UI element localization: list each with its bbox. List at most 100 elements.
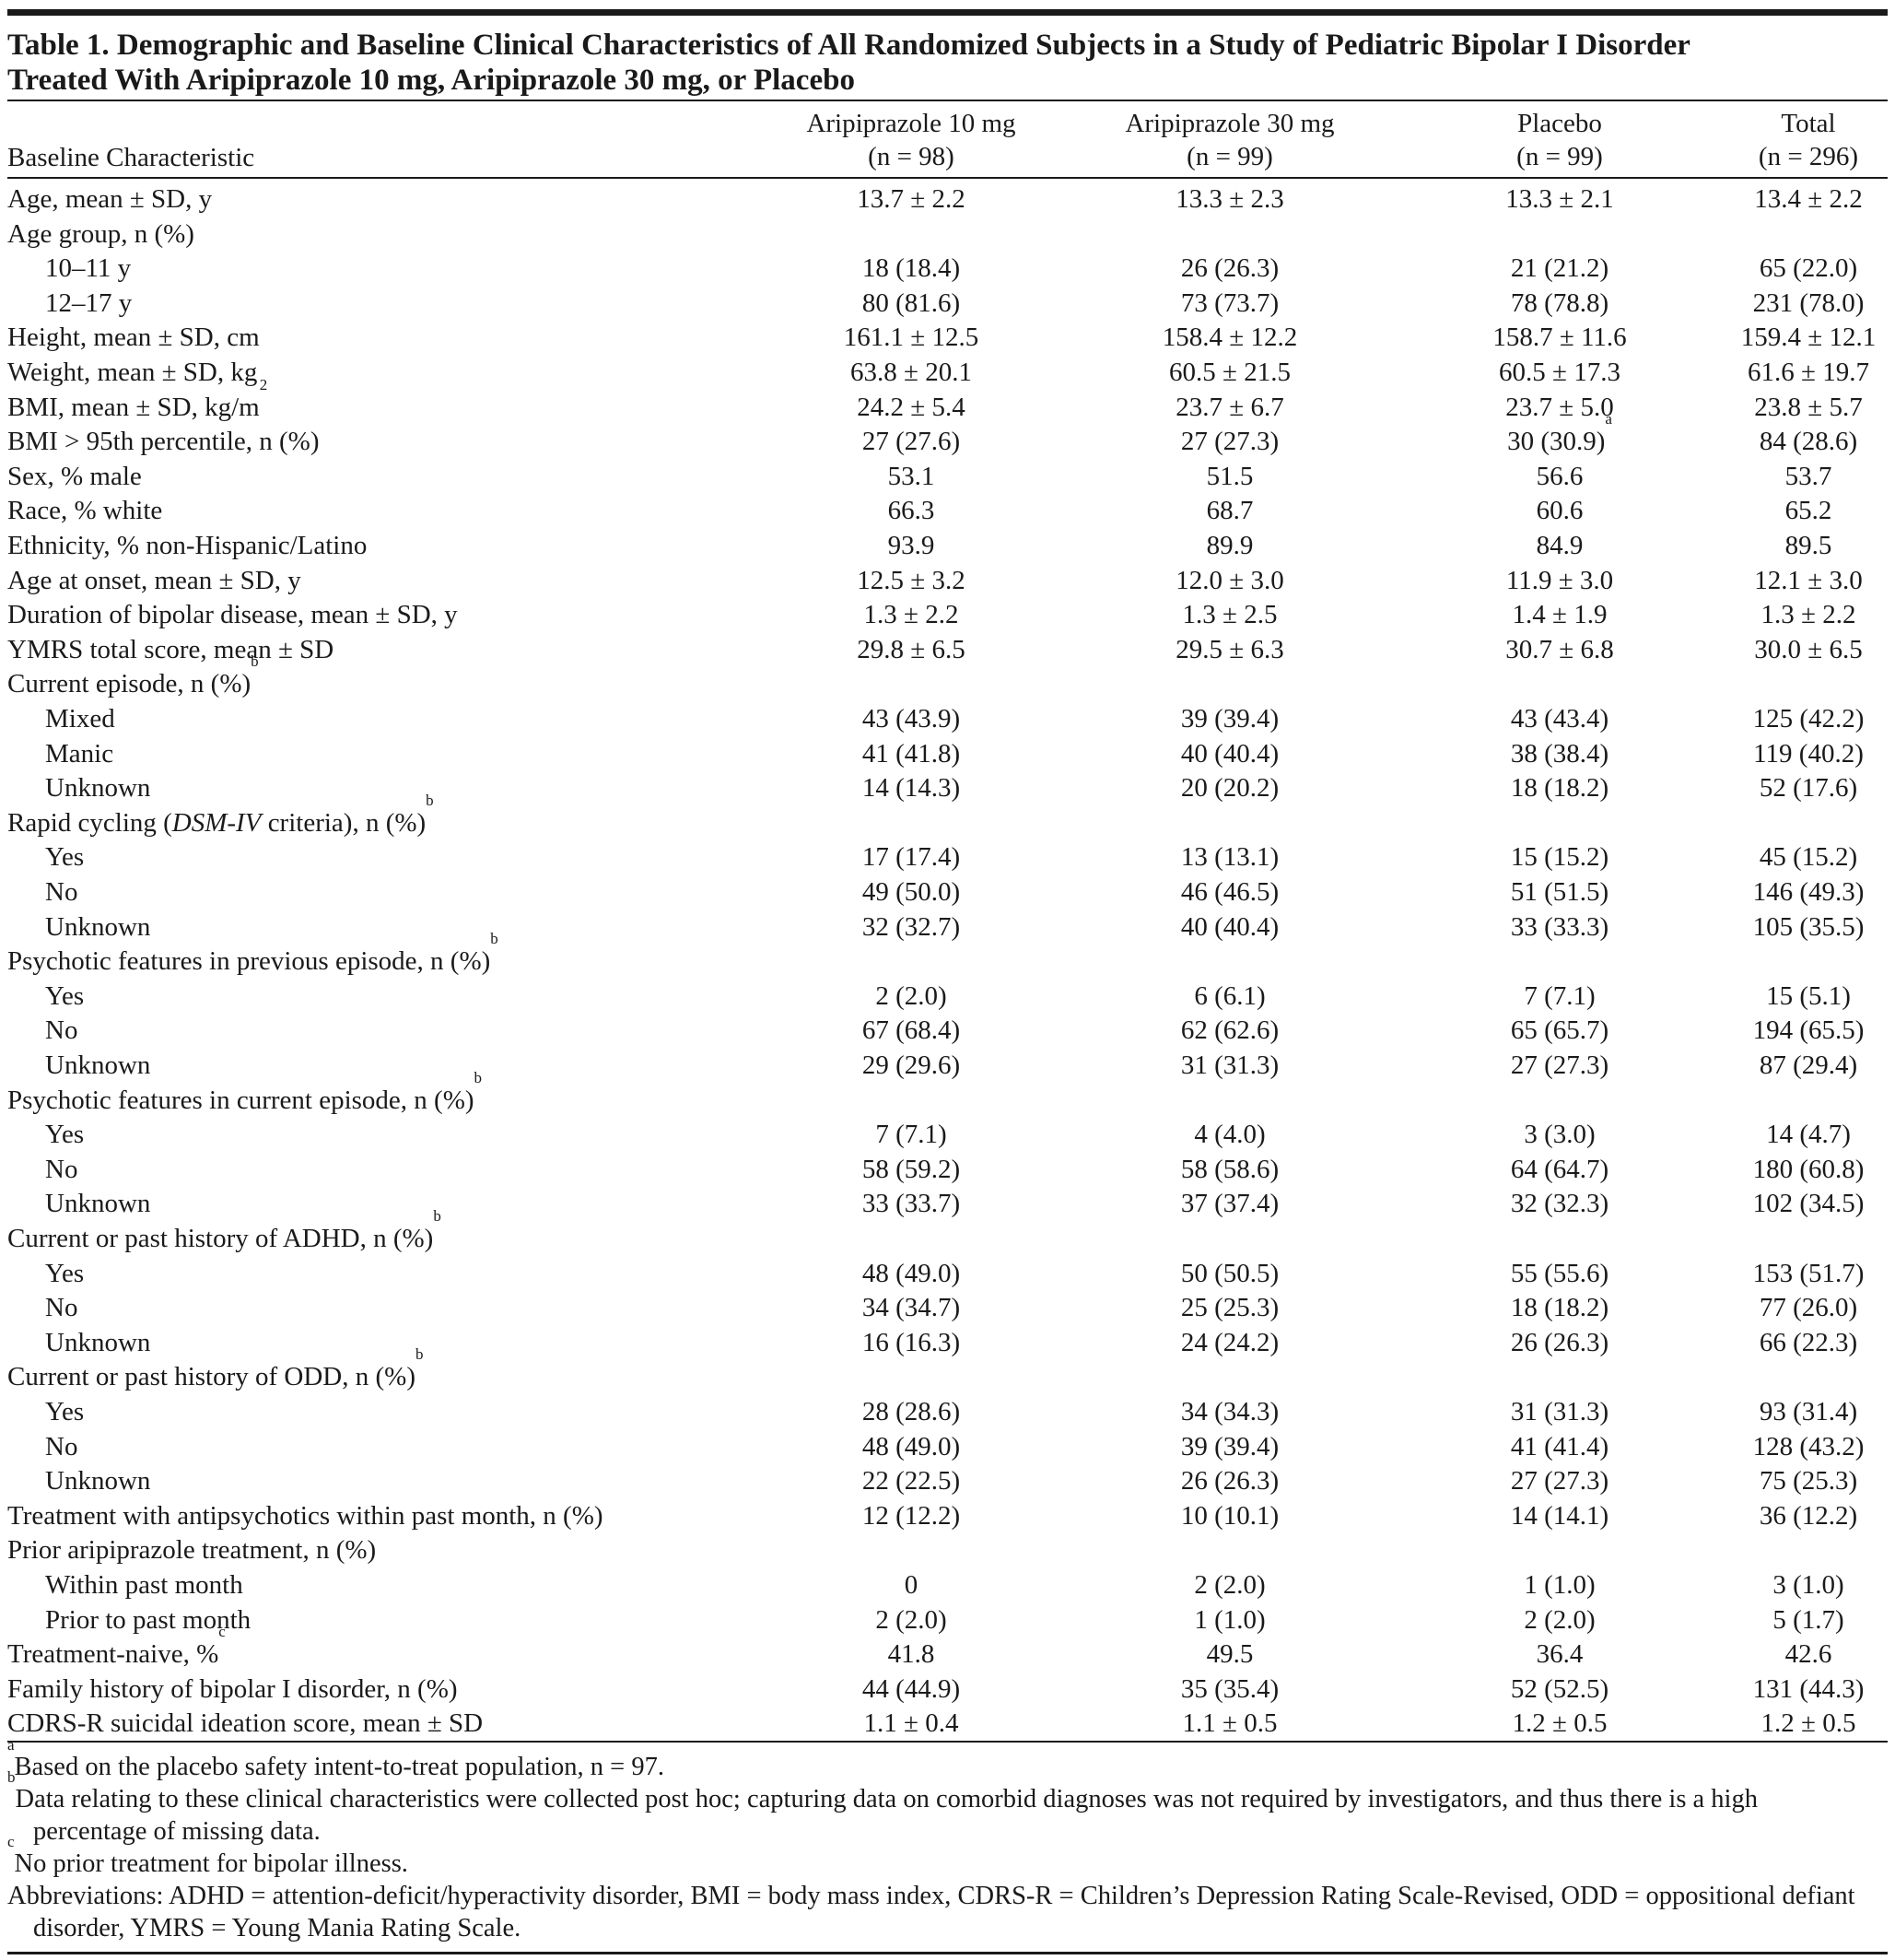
value-text: 43 (43.9)	[861, 704, 961, 734]
cell-value: 6 (6.1)	[1194, 980, 1265, 1013]
cell-value: 66.3	[888, 494, 935, 527]
value-text: 10 (10.1)	[1180, 1500, 1280, 1531]
row-label: Height, mean ± SD, cm	[7, 321, 260, 354]
footnote-text: Based on the placebo safety intent-to-tr…	[14, 1753, 664, 1781]
sub-row-label: Yes	[45, 980, 84, 1013]
sub-row-label: Unknown	[45, 1049, 150, 1082]
value-text: 25 (25.3)	[1180, 1293, 1280, 1323]
footnote-marker: b	[415, 1345, 424, 1364]
value-text: 125 (42.2)	[1752, 704, 1865, 734]
footnote: bData relating to these clinical charact…	[7, 1769, 1877, 1848]
value-text: 14 (14.1)	[1510, 1500, 1609, 1531]
cell-value: 1.3 ± 2.2	[864, 598, 959, 631]
sub-row-label: No	[45, 1014, 77, 1047]
label-part: DSM-IV	[171, 807, 262, 838]
value-text: 62 (62.6)	[1180, 1015, 1280, 1046]
cell-value: 38 (38.4)	[1511, 737, 1608, 770]
sub-row-label: Manic	[45, 737, 113, 770]
cell-value: 14 (4.7)	[1766, 1118, 1851, 1151]
value-text: 146 (49.3)	[1752, 877, 1865, 907]
value-text: 78 (78.8)	[1510, 288, 1609, 318]
top-rule	[7, 9, 1888, 16]
cell-value: 41 (41.8)	[862, 737, 960, 770]
value-text: 50 (50.5)	[1180, 1258, 1280, 1288]
value-text: 3 (1.0)	[1772, 1570, 1844, 1600]
cell-value: 23.7 ± 5.0	[1505, 391, 1613, 424]
value-text: 18 (18.2)	[1510, 1293, 1609, 1323]
label-text: BMI > 95th percentile, n (%)	[7, 427, 320, 457]
table-title: Table 1. Demographic and Baseline Clinic…	[7, 29, 1690, 62]
footnote-marker: b	[7, 1768, 16, 1786]
value-text: 102 (34.5)	[1752, 1189, 1865, 1219]
value-text: 4 (4.0)	[1194, 1120, 1266, 1150]
row-label: Ethnicity, % non-Hispanic/Latino	[7, 529, 367, 562]
cell-value: 5 (1.7)	[1772, 1603, 1843, 1637]
cell-value: 50 (50.5)	[1181, 1257, 1279, 1290]
value-text: 61.6 ± 19.7	[1748, 358, 1869, 387]
column-name: Total	[1781, 109, 1836, 138]
footnote-marker: b	[426, 791, 434, 809]
body-rule	[7, 1741, 1888, 1743]
row-label: Sex, % male	[7, 460, 142, 493]
footnote-marker: c	[218, 1623, 226, 1641]
cell-value: 65 (22.0)	[1760, 252, 1857, 285]
cell-value: 28 (28.6)	[862, 1395, 960, 1428]
value-text: 2 (2.0)	[1194, 1570, 1266, 1600]
value-text: 12 (12.2)	[861, 1500, 961, 1531]
sub-row-label: No	[45, 875, 77, 909]
cell-value: 43 (43.9)	[862, 702, 960, 735]
label-text: Age at onset, mean ± SD, y	[7, 565, 301, 595]
sub-row-label: No	[45, 1430, 77, 1463]
cell-value: 29.5 ± 6.3	[1176, 633, 1283, 666]
column-n: (n = 296)	[1758, 142, 1859, 171]
label-text: Within past month	[45, 1570, 243, 1600]
cell-value: 60.5 ± 21.5	[1169, 356, 1291, 389]
row-label: Treatment-naive, %c	[7, 1624, 226, 1671]
label-text: Psychotic features in previous episode, …	[7, 946, 491, 977]
cell-value: 60.6	[1537, 494, 1584, 527]
value-text: 73 (73.7)	[1180, 288, 1280, 318]
value-text: 33 (33.3)	[1510, 911, 1609, 942]
cell-value: 153 (51.7)	[1753, 1257, 1865, 1290]
value-text: 13.4 ± 2.2	[1754, 184, 1863, 214]
footnote-text: No prior treatment for bipolar illness.	[14, 1849, 408, 1878]
cell-value: 52 (52.5)	[1511, 1672, 1608, 1706]
cell-value: 1.1 ± 0.4	[864, 1707, 959, 1740]
cell-value: 80 (81.6)	[862, 287, 960, 320]
sub-row-label: 12–17 y	[45, 287, 132, 320]
value-text: 66 (22.3)	[1759, 1327, 1858, 1357]
cell-value: 49.5	[1207, 1637, 1254, 1671]
cell-value: 13.3 ± 2.3	[1176, 182, 1283, 216]
value-text: 49.5	[1206, 1639, 1254, 1670]
footnote-marker: b	[474, 1068, 483, 1086]
cell-value: 46 (46.5)	[1181, 875, 1279, 909]
cell-value: 13.7 ± 2.2	[857, 182, 965, 216]
cell-value: 48 (49.0)	[862, 1430, 960, 1463]
cell-value: 68.7	[1207, 494, 1254, 527]
value-text: 84 (28.6)	[1759, 427, 1858, 457]
value-text: 3 (3.0)	[1524, 1120, 1596, 1150]
cell-value: 1.2 ± 0.5	[1761, 1707, 1856, 1740]
cell-value: 40 (40.4)	[1181, 737, 1279, 770]
row-label: BMI, mean ± SD, kg/m2	[7, 377, 267, 424]
cell-value: 105 (35.5)	[1753, 910, 1865, 944]
column-header: Aripiprazole 10 mg (n = 98)	[806, 107, 1015, 173]
row-label: Family history of bipolar I disorder, n …	[7, 1672, 458, 1706]
value-text: 66.3	[887, 496, 935, 526]
value-text: 68.7	[1206, 496, 1254, 526]
value-text: 40 (40.4)	[1180, 911, 1280, 942]
value-text: 36 (12.2)	[1759, 1500, 1858, 1531]
value-text: 65 (65.7)	[1510, 1015, 1609, 1046]
value-text: 18 (18.2)	[1510, 773, 1609, 804]
value-text: 6 (6.1)	[1194, 980, 1266, 1011]
cell-value: 18 (18.4)	[862, 252, 960, 285]
cell-value: 65 (65.7)	[1511, 1014, 1608, 1047]
label-text: Unknown	[45, 773, 151, 804]
value-text: 13.7 ± 2.2	[857, 184, 965, 214]
value-text: 64 (64.7)	[1510, 1154, 1609, 1184]
sub-row-label: Within past month	[45, 1568, 243, 1602]
cell-value: 18 (18.2)	[1511, 771, 1608, 804]
value-text: 31 (31.3)	[1180, 1050, 1280, 1080]
label-text: Unknown	[45, 1327, 151, 1357]
